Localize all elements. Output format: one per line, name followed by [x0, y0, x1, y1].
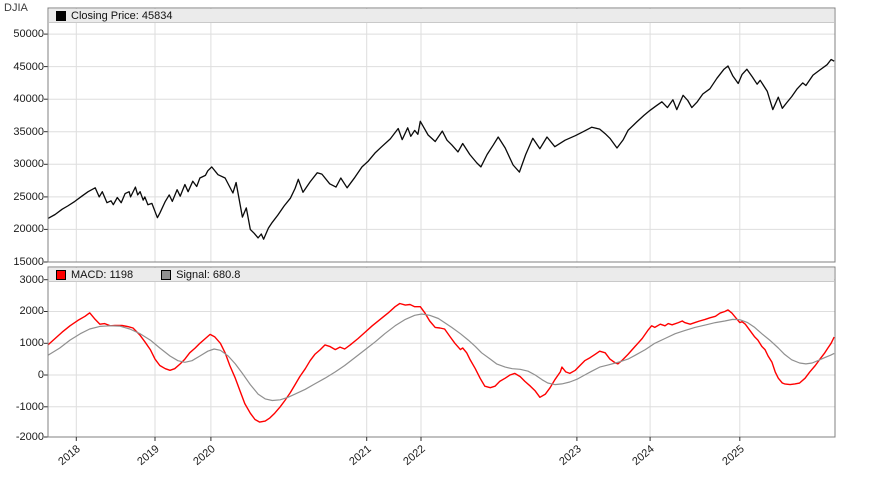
y-tick-label: 0	[37, 369, 44, 382]
y-tick-label: 2000	[19, 305, 44, 318]
chart-title: DJIA	[4, 2, 28, 14]
y-tick-label: 25000	[13, 190, 44, 203]
y-tick-label: 3000	[19, 273, 44, 286]
price-legend-swatch-icon	[56, 10, 66, 21]
y-tick-label: 50000	[13, 28, 44, 41]
y-tick-label: 35000	[13, 125, 44, 138]
signal-legend-swatch-icon	[161, 269, 172, 280]
macd-legend-entry: MACD: 1198	[56, 269, 133, 281]
y-tick-label: 15000	[13, 256, 44, 268]
y-tick-label: 30000	[13, 158, 44, 171]
price-legend-label: Closing Price: 45834	[71, 9, 173, 22]
signal-legend-entry: Signal: 680.8	[161, 269, 240, 281]
signal-legend-label: Signal: 680.8	[176, 268, 241, 281]
y-tick-label: 1000	[19, 337, 44, 350]
y-tick-label: -1000	[15, 400, 44, 413]
y-tick-label: 20000	[13, 223, 44, 236]
price-legend: Closing Price: 45834	[49, 9, 834, 23]
macd-legend-swatch-icon	[56, 269, 66, 280]
y-tick-label: 40000	[13, 93, 44, 106]
y-tick-label: -2000	[15, 431, 44, 443]
macd-legend: MACD: 1198 Signal: 680.8	[49, 268, 834, 282]
y-tick-label: 45000	[13, 60, 44, 73]
price-legend-entry: Closing Price: 45834	[56, 10, 173, 22]
macd-legend-label: MACD: 1198	[71, 268, 134, 281]
